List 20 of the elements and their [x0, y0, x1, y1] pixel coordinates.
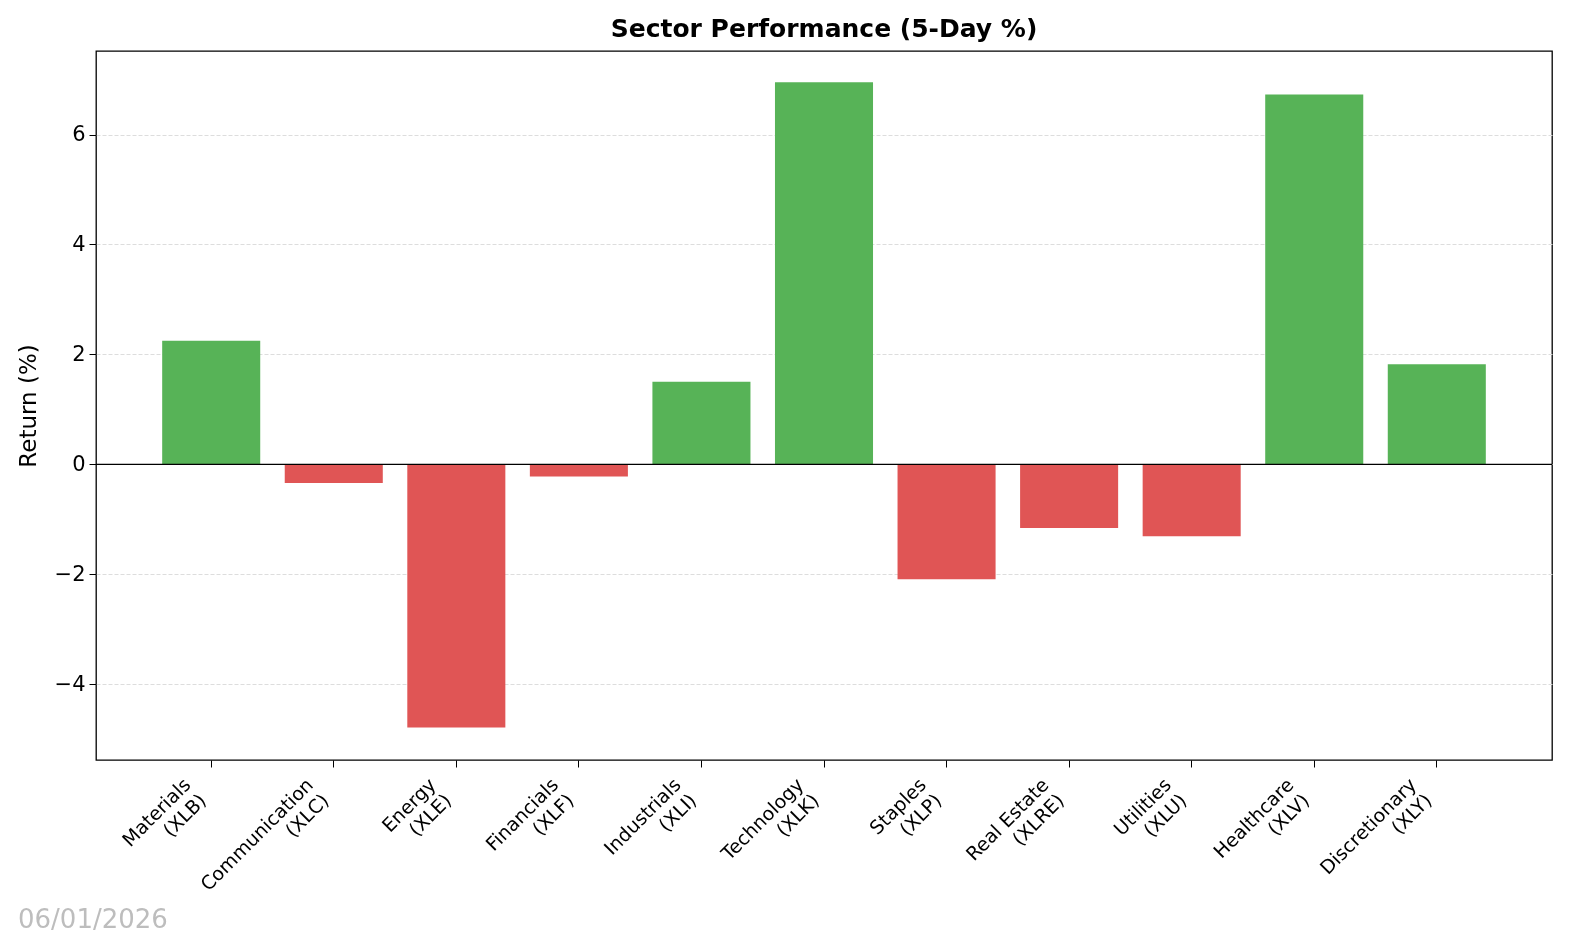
y-tick-label: −2 [54, 561, 86, 586]
bar [652, 381, 751, 465]
bar [1387, 364, 1486, 465]
text: 06/01/2026 [18, 904, 168, 934]
y-tick-label: 4 [72, 231, 86, 256]
bar [407, 464, 506, 728]
bar [897, 464, 996, 580]
y-axis-title: Return (%) [14, 344, 41, 468]
bar [284, 464, 383, 483]
bar [529, 464, 628, 477]
bar [774, 82, 874, 465]
bar [1142, 464, 1241, 537]
y-tick-label: 2 [72, 341, 86, 366]
chart-title: Sector Performance (5-Day %) [610, 14, 1038, 43]
y-tick-label: −4 [54, 671, 86, 696]
y-tick-label: 6 [72, 122, 86, 147]
bar [1020, 464, 1119, 529]
bar [1265, 94, 1364, 465]
y-tick-label: 0 [72, 451, 86, 476]
bar [162, 340, 261, 465]
